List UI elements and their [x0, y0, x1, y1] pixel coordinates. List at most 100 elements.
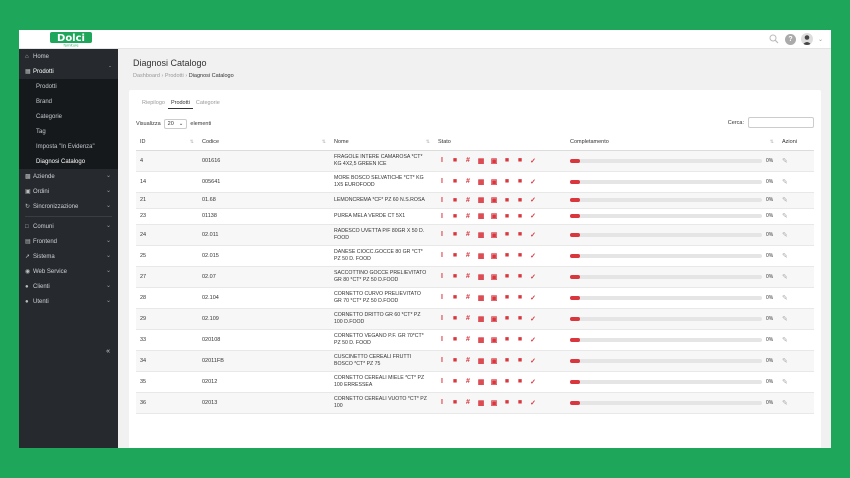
table-row[interactable]: 27 02.07 SACCOTTINO GOCCE PRELIEVITATO GR … — [136, 266, 814, 288]
check-icon[interactable]: ✓ — [530, 178, 536, 186]
sidebar-item-frontend[interactable]: ▤ Frontend ⌄ — [19, 234, 118, 249]
document-icon[interactable]: ■ — [517, 336, 523, 343]
table-row[interactable]: 4 001616 FRAGOLE INTERE CAMAROSA *CT* KG 4… — [136, 150, 814, 172]
tab-riepilogo[interactable]: Riepilogo — [142, 100, 165, 106]
sidebar-subitem-tag[interactable]: Tag — [19, 124, 118, 139]
image-icon[interactable]: ▣ — [490, 357, 498, 365]
sidebar-item-comuni[interactable]: □ Comuni ⌄ — [19, 219, 118, 234]
image-icon[interactable]: ▣ — [490, 378, 498, 386]
document-icon[interactable]: ■ — [517, 294, 523, 301]
col-header-codice[interactable]: Codice ⇅ — [198, 135, 330, 151]
image-icon[interactable]: ▣ — [490, 399, 498, 407]
factory-icon[interactable]: ■ — [452, 294, 458, 301]
pdf-icon[interactable]: ■ — [504, 212, 510, 220]
edit-icon[interactable]: ✎ — [782, 378, 788, 386]
cursor-icon[interactable]: I — [441, 157, 443, 164]
pdf-icon[interactable]: ■ — [504, 178, 510, 185]
cursor-icon[interactable]: I — [441, 178, 443, 185]
pdf-icon[interactable]: ■ — [504, 336, 510, 343]
check-icon[interactable]: ✓ — [530, 294, 536, 302]
hash-icon[interactable]: # — [466, 196, 470, 204]
image-icon[interactable]: ▣ — [490, 213, 498, 220]
document-icon[interactable]: ■ — [517, 273, 523, 280]
cursor-icon[interactable]: I — [441, 294, 443, 301]
breadcrumb-item[interactable]: Dashboard — [133, 73, 160, 79]
factory-icon[interactable]: ■ — [452, 196, 458, 204]
boxes-icon[interactable]: ▦ — [477, 336, 485, 344]
hash-icon[interactable]: # — [466, 357, 470, 364]
table-row[interactable]: 34 02011FB CUSCINETTO CEREALI FRUTTI BOSCO… — [136, 350, 814, 372]
cursor-icon[interactable]: I — [441, 252, 443, 259]
hash-icon[interactable]: # — [466, 157, 470, 164]
boxes-icon[interactable]: ▦ — [477, 294, 485, 302]
cursor-icon[interactable]: I — [441, 231, 443, 238]
hash-icon[interactable]: # — [466, 378, 470, 385]
image-icon[interactable]: ▣ — [490, 178, 498, 186]
sidebar-subitem-categorie[interactable]: Categorie — [19, 109, 118, 124]
pdf-icon[interactable]: ■ — [504, 157, 510, 164]
image-icon[interactable]: ▣ — [490, 294, 498, 302]
edit-icon[interactable]: ✎ — [782, 252, 788, 260]
factory-icon[interactable]: ■ — [452, 212, 458, 220]
cursor-icon[interactable]: I — [441, 399, 443, 406]
check-icon[interactable]: ✓ — [530, 336, 536, 344]
hash-icon[interactable]: # — [466, 231, 470, 238]
sidebar-item-sincronizzazione[interactable]: ↻ Sincronizzazione ⌄ — [19, 199, 118, 214]
factory-icon[interactable]: ■ — [452, 178, 458, 185]
brand-logo[interactable]: Dolci forniture — [50, 32, 92, 48]
col-header-nome[interactable]: Nome ⇅ — [330, 135, 434, 151]
document-icon[interactable]: ■ — [517, 157, 523, 164]
image-icon[interactable]: ▣ — [490, 336, 498, 344]
sidebar-subitem-diagnosi-catalogo[interactable]: Diagnosi Catalogo — [19, 154, 118, 169]
edit-icon[interactable]: ✎ — [782, 213, 788, 220]
sidebar-subitem-in-evidenza[interactable]: Imposta "In Evidenza" — [19, 139, 118, 154]
factory-icon[interactable]: ■ — [452, 315, 458, 322]
table-row[interactable]: 21 01.68 LEMONCREMA *CF* PZ 60 N.S.ROSA I ■ #… — [136, 192, 814, 209]
check-icon[interactable]: ✓ — [530, 378, 536, 386]
edit-icon[interactable]: ✎ — [782, 357, 788, 365]
boxes-icon[interactable]: ▦ — [477, 157, 485, 165]
cursor-icon[interactable]: I — [441, 315, 443, 322]
edit-icon[interactable]: ✎ — [782, 157, 788, 165]
hash-icon[interactable]: # — [466, 178, 470, 185]
cursor-icon[interactable]: I — [441, 336, 443, 343]
document-icon[interactable]: ■ — [517, 212, 523, 220]
table-row[interactable]: 33 020108 CORNETTO VEGANO P.F. GR 70*CT* P… — [136, 329, 814, 351]
pdf-icon[interactable]: ■ — [504, 196, 510, 204]
sidebar-item-sistema[interactable]: ➚ Sistema ⌄ — [19, 249, 118, 264]
document-icon[interactable]: ■ — [517, 178, 523, 185]
table-row[interactable]: 14 005641 MORE BOSCO SELVATICHE *CT* KG 1X… — [136, 171, 814, 193]
table-row[interactable]: 28 02.104 CORNETTO CURVO PRELIEVITATO GR 7… — [136, 287, 814, 309]
factory-icon[interactable]: ■ — [452, 157, 458, 164]
boxes-icon[interactable]: ▦ — [477, 273, 485, 281]
page-size-select[interactable]: 20 ⌄ — [163, 119, 188, 129]
hash-icon[interactable]: # — [466, 212, 470, 220]
sidebar-subitem-prodotti[interactable]: Prodotti — [19, 79, 118, 94]
check-icon[interactable]: ✓ — [530, 231, 536, 239]
cursor-icon[interactable]: I — [441, 212, 443, 220]
hash-icon[interactable]: # — [466, 252, 470, 259]
tab-prodotti[interactable]: Prodotti — [167, 100, 193, 109]
edit-icon[interactable]: ✎ — [782, 178, 788, 186]
check-icon[interactable]: ✓ — [530, 157, 536, 165]
pdf-icon[interactable]: ■ — [504, 252, 510, 259]
check-icon[interactable]: ✓ — [530, 197, 536, 204]
image-icon[interactable]: ▣ — [490, 252, 498, 260]
boxes-icon[interactable]: ▦ — [477, 252, 485, 260]
image-icon[interactable]: ▣ — [490, 231, 498, 239]
sidebar-item-web-service[interactable]: ◉ Web Service ⌄ — [19, 264, 118, 279]
tab-categorie[interactable]: Categorie — [195, 100, 220, 106]
breadcrumb-item[interactable]: Prodotti — [164, 73, 184, 79]
document-icon[interactable]: ■ — [517, 196, 523, 204]
table-row[interactable]: 23 01138 PUREA MELA VERDE CT 5X1 I ■ # ▦ ▣ ■ ■ ✓ 0%… — [136, 208, 814, 225]
edit-icon[interactable]: ✎ — [782, 315, 788, 323]
col-header-completamento[interactable]: Completamento ⇅ — [566, 135, 778, 151]
table-row[interactable]: 25 02.015 DANESE CIOCC.GOCCE 80 GR *CT* PZ… — [136, 245, 814, 267]
check-icon[interactable]: ✓ — [530, 273, 536, 281]
avatar[interactable] — [800, 33, 813, 45]
table-row[interactable]: 29 02.109 CORNETTO DRITTO GR 60 *CT* PZ 10… — [136, 308, 814, 330]
cursor-icon[interactable]: I — [441, 273, 443, 280]
image-icon[interactable]: ▣ — [490, 197, 498, 204]
image-icon[interactable]: ▣ — [490, 157, 498, 165]
edit-icon[interactable]: ✎ — [782, 273, 788, 281]
